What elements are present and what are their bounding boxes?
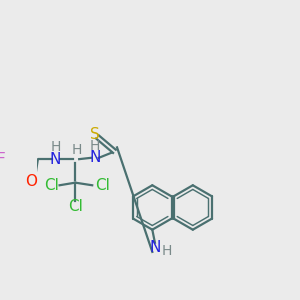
Text: H: H bbox=[50, 140, 61, 154]
Text: H: H bbox=[90, 139, 100, 153]
Text: Cl: Cl bbox=[44, 178, 59, 193]
Text: H: H bbox=[161, 244, 172, 258]
Text: Cl: Cl bbox=[95, 178, 110, 193]
Text: O: O bbox=[25, 174, 37, 189]
Text: N: N bbox=[50, 152, 61, 166]
Text: N: N bbox=[149, 241, 160, 256]
Text: N: N bbox=[89, 150, 100, 165]
Text: F: F bbox=[0, 152, 5, 166]
Text: H: H bbox=[71, 143, 82, 157]
Text: S: S bbox=[90, 127, 100, 142]
Text: Cl: Cl bbox=[68, 199, 83, 214]
